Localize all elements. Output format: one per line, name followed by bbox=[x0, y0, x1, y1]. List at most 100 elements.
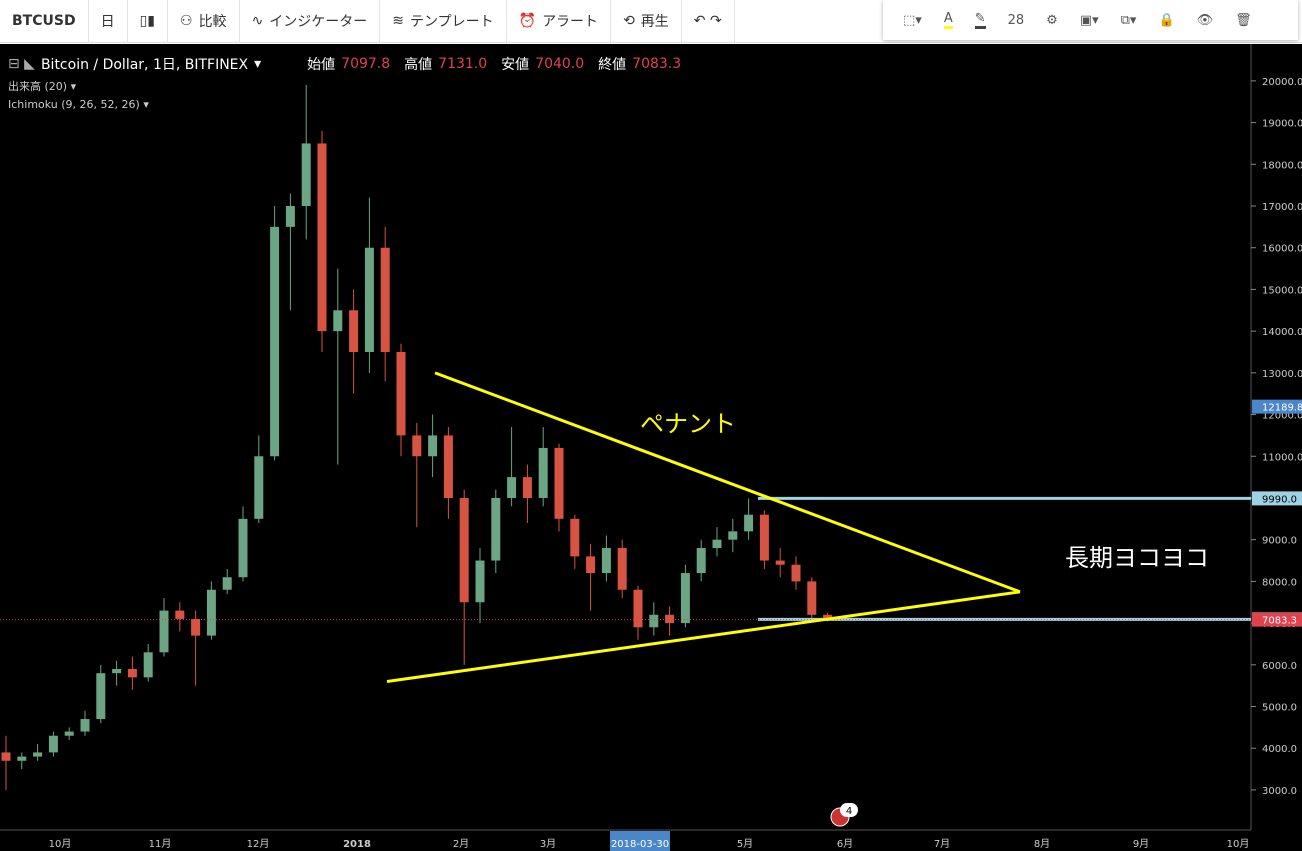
candle-body bbox=[127, 668, 137, 678]
x-tick-label: 6月 bbox=[837, 838, 853, 850]
candle-body bbox=[191, 618, 201, 636]
ohlc-name: 高値 bbox=[404, 57, 433, 73]
y-tick-label: 14000.0 bbox=[1262, 327, 1302, 338]
candle-body bbox=[617, 548, 627, 590]
candle-body bbox=[238, 518, 248, 578]
lock[interactable]: 🔒 bbox=[1158, 12, 1175, 28]
trendline bbox=[434, 371, 1021, 594]
ohlc-value: 7040.0 bbox=[535, 56, 585, 72]
annotation: ペナント bbox=[640, 410, 736, 438]
candle-body bbox=[349, 310, 359, 352]
x-tick-label: 2018-03-30 bbox=[611, 839, 669, 850]
event-badge bbox=[840, 803, 858, 817]
candle-body bbox=[175, 610, 185, 619]
candle-body bbox=[270, 226, 280, 457]
candle-body bbox=[380, 247, 390, 352]
candle-body bbox=[538, 447, 548, 498]
ohlc-value: 7083.3 bbox=[632, 56, 682, 72]
visibility[interactable]: 👁 bbox=[1196, 12, 1214, 28]
candle-body bbox=[143, 652, 153, 678]
y-tick-label: 6000.0 bbox=[1262, 661, 1297, 672]
crosshair-date-bg bbox=[610, 831, 670, 851]
y-tick-label: 9000.0 bbox=[1262, 536, 1297, 547]
y-tick-label: 17000.0 bbox=[1262, 202, 1302, 213]
candle-body bbox=[33, 752, 43, 757]
chart-style-button[interactable]: ▯▮ bbox=[128, 0, 168, 42]
alert-button[interactable]: ⏰ アラート bbox=[507, 0, 612, 42]
price-label-bg bbox=[1252, 612, 1302, 627]
candle-body bbox=[570, 518, 580, 557]
candle-body bbox=[491, 497, 501, 561]
text-color[interactable]: A bbox=[943, 11, 953, 29]
candle-body bbox=[364, 247, 374, 352]
label: インジケーター bbox=[269, 14, 368, 30]
indicator-name: 出来高 (20) bbox=[8, 80, 68, 93]
candle-body bbox=[206, 589, 216, 636]
candle-body bbox=[1, 752, 11, 761]
x-tick-label: 2018 bbox=[343, 839, 371, 850]
indicator: Ichimoku (9, 26, 52, 26) ▾ bbox=[8, 98, 149, 111]
candle-body bbox=[775, 560, 785, 565]
y-tick-label: 3000.0 bbox=[1262, 786, 1297, 797]
font-size[interactable]: 28 bbox=[1007, 12, 1025, 28]
candle-body bbox=[80, 719, 90, 732]
candle-body bbox=[649, 614, 659, 628]
y-tick-label: 8000.0 bbox=[1262, 577, 1297, 588]
clone[interactable]: ⧉▾ bbox=[1120, 12, 1137, 28]
indicator: 出来高 (20) ▾ bbox=[8, 80, 77, 93]
label: 比較 bbox=[198, 14, 227, 30]
candle-body bbox=[443, 435, 453, 498]
templates-button[interactable]: ≋ テンプレート bbox=[380, 0, 507, 42]
indicator-name: Ichimoku (9, 26, 52, 26) bbox=[8, 98, 140, 111]
candle-body bbox=[586, 556, 596, 574]
undo-button[interactable]: ↶ ↷ bbox=[682, 0, 735, 42]
candle-body bbox=[633, 589, 643, 628]
candle-body bbox=[759, 514, 769, 561]
legend: ⊟ ◣ Bitcoin / Dollar, 1日, BITFINEX ▾ 始値 7097… bbox=[8, 56, 682, 73]
candle-body bbox=[507, 477, 517, 498]
y-tick-label: 4000.0 bbox=[1262, 744, 1297, 755]
trendline bbox=[386, 590, 1021, 683]
interval: 日 bbox=[100, 14, 115, 30]
candle-body bbox=[285, 206, 295, 227]
candle-body bbox=[159, 610, 169, 653]
symbol-button[interactable]: BTCUSD bbox=[0, 0, 89, 42]
annotation: 長期ヨコヨコ bbox=[1065, 544, 1209, 572]
candle-body bbox=[333, 310, 343, 332]
ohlc-value: 7097.8 bbox=[341, 56, 391, 72]
label: テンプレート bbox=[410, 14, 494, 30]
drawing-toolbar: ⬚▾ A ✎ 28 ⚙ ▣▾ ⧉▾ 🔒 👁 🗑 bbox=[883, 0, 1298, 40]
ohlc-name: 安値 bbox=[501, 57, 530, 73]
symbol: BTCUSD bbox=[12, 13, 76, 29]
layers[interactable]: ▣▾ bbox=[1079, 12, 1099, 28]
candle-body bbox=[728, 531, 738, 540]
candle-body bbox=[554, 447, 564, 519]
candle-body bbox=[64, 731, 74, 736]
candle-body bbox=[601, 548, 611, 574]
candle-body bbox=[428, 435, 438, 457]
price-label: 9990.0 bbox=[1262, 494, 1297, 505]
ohlc-name: 終値 bbox=[598, 57, 627, 73]
select-tool[interactable]: ⬚▾ bbox=[903, 12, 922, 28]
candle-body bbox=[222, 577, 232, 590]
candle-body bbox=[17, 756, 27, 761]
series-title: Bitcoin / Dollar, 1日, BITFINEX bbox=[40, 57, 249, 73]
delete[interactable]: 🗑 bbox=[1235, 12, 1252, 28]
settings[interactable]: ⚙ bbox=[1046, 12, 1058, 28]
y-tick-label: 11000.0 bbox=[1262, 452, 1302, 463]
price-label-bg bbox=[1252, 491, 1302, 506]
label: アラート bbox=[542, 14, 599, 30]
candle-body bbox=[475, 560, 485, 603]
compare-button[interactable]: ⚇ 比較 bbox=[168, 0, 240, 42]
x-tick-label: 10月 bbox=[49, 838, 72, 850]
candle-body bbox=[744, 514, 754, 532]
line-color[interactable]: ✎ bbox=[974, 11, 986, 29]
ohlc-name: 始値 bbox=[307, 57, 336, 73]
interval-button[interactable]: 日 bbox=[89, 0, 128, 42]
candle-body bbox=[791, 564, 801, 582]
x-tick-label: 8月 bbox=[1034, 838, 1050, 850]
replay-button[interactable]: ⟲ 再生 bbox=[611, 0, 682, 42]
indicators-button[interactable]: ∿ インジケーター bbox=[240, 0, 381, 42]
x-tick-label: 2月 bbox=[453, 838, 469, 850]
